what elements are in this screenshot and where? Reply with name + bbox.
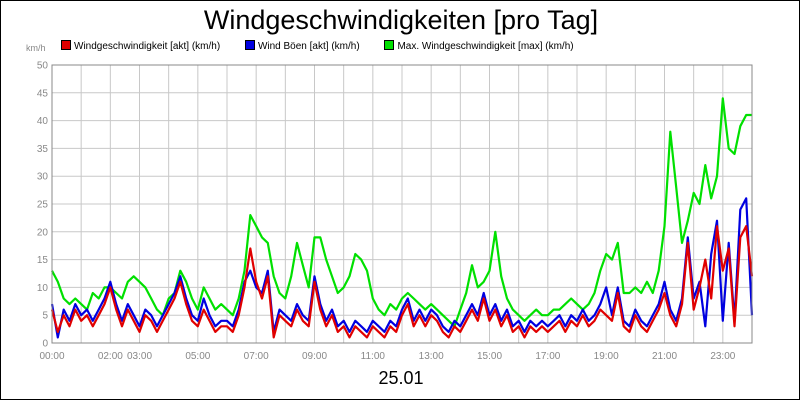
y-axis-unit: km/h — [26, 43, 46, 53]
plot-border — [51, 64, 753, 344]
x-tick-label: 15:00 — [477, 351, 502, 362]
x-tick-label: 09:00 — [302, 351, 327, 362]
legend-item-speed: Windgeschwindigkeit [akt] (km/h) — [61, 40, 220, 52]
x-tick-label: 05:00 — [185, 351, 210, 362]
legend-swatch-max — [384, 40, 395, 50]
series-line-speed — [50, 225, 754, 339]
y-tick-label: 35 — [37, 144, 49, 155]
y-tick-label: 50 — [37, 61, 49, 72]
x-tick-label: 17:00 — [535, 351, 560, 362]
y-tick-label: 10 — [37, 283, 49, 294]
x-tick-label: 23:00 — [710, 351, 735, 362]
y-tick-label: 25 — [37, 200, 49, 211]
x-tick-label: 13:00 — [419, 351, 444, 362]
legend-item-max: Max. Windgeschwindigkeit [max] (km/h) — [384, 40, 574, 52]
series-line-gusts — [50, 197, 754, 339]
x-tick-label: 07:00 — [244, 351, 269, 362]
legend: Windgeschwindigkeit [akt] (km/h) Wind Bö… — [61, 40, 596, 54]
line-chart: 0 5 10 15 20 25 30 35 40 45 50 00:00 02:00 03:00 05:0… — [37, 61, 754, 362]
legend-swatch-speed — [61, 40, 71, 50]
grid — [51, 64, 753, 344]
x-tick-label: 02:00 — [98, 351, 123, 362]
x-tick-label: 19:00 — [594, 351, 619, 362]
y-tick-label: 20 — [37, 227, 49, 238]
y-tick-label: 5 — [42, 311, 48, 322]
x-tick-label: 11:00 — [361, 351, 386, 362]
x-tick-labels: 00:00 02:00 03:00 05:00 07:00 09:00 11:00 13:00… — [39, 351, 735, 362]
chart-title: Windgeschwindigkeiten [pro Tag] — [203, 5, 599, 35]
x-tick-label: 00:00 — [39, 351, 64, 362]
x-tick-label: 21:00 — [652, 351, 677, 362]
y-tick-labels: 0 5 10 15 20 25 30 35 40 45 50 — [37, 61, 49, 350]
y-tick-label: 40 — [37, 116, 49, 127]
series-lines — [50, 97, 754, 339]
y-tick-label: 0 — [42, 339, 48, 350]
y-tick-label: 45 — [37, 88, 49, 99]
legend-label-speed: Windgeschwindigkeit [akt] (km/h) — [74, 41, 221, 52]
legend-label-gusts: Wind Böen [akt] (km/h) — [257, 41, 360, 52]
x-tick-label: 03:00 — [127, 351, 152, 362]
y-tick-label: 30 — [37, 172, 49, 183]
legend-item-gusts: Wind Böen [akt] (km/h) — [244, 40, 360, 52]
date-label: 25.01 — [378, 368, 424, 388]
y-tick-label: 15 — [37, 255, 49, 266]
legend-label-max: Max. Windgeschwindigkeit [max] (km/h) — [397, 41, 574, 52]
series-line-max — [51, 97, 752, 328]
axes — [51, 64, 753, 344]
legend-swatch-gusts — [244, 40, 255, 50]
